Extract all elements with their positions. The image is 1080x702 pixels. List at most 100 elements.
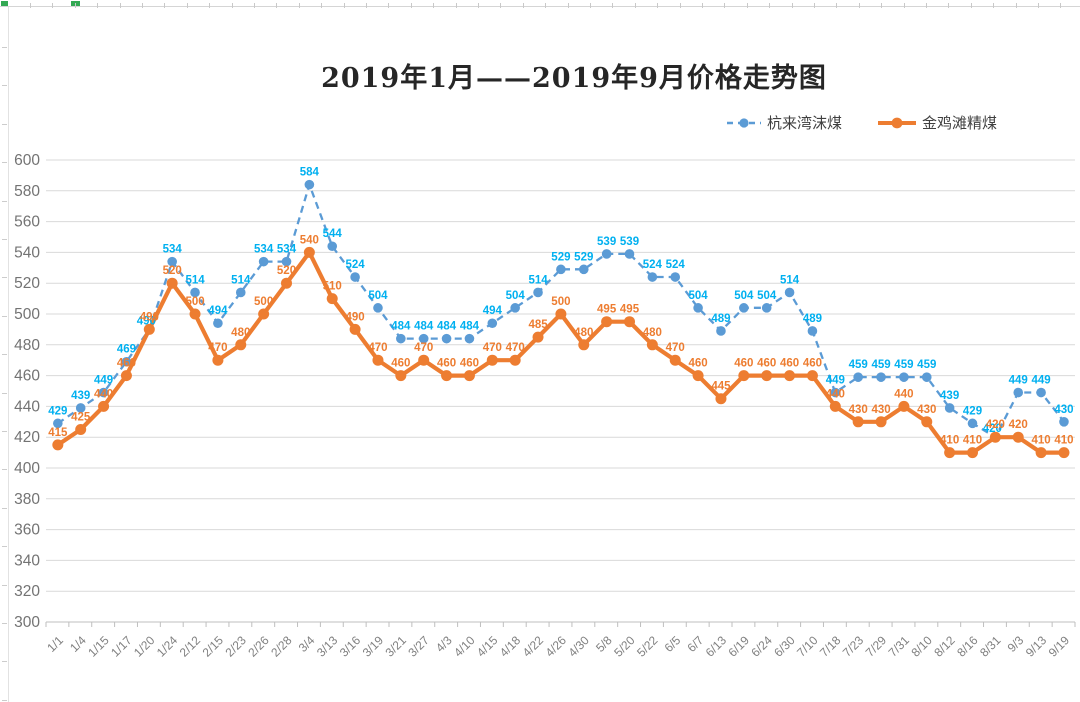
data-point-marker[interactable] (166, 277, 178, 289)
data-point-marker[interactable] (120, 370, 132, 382)
data-point-marker[interactable] (373, 303, 383, 313)
data-point-marker[interactable] (167, 256, 177, 267)
data-point-marker[interactable] (875, 416, 887, 428)
data-point-marker[interactable] (784, 287, 795, 298)
data-point-marker[interactable] (944, 403, 955, 413)
data-point-marker[interactable] (1035, 447, 1047, 459)
data-point-marker[interactable] (921, 416, 933, 428)
data-point-marker[interactable] (532, 331, 544, 343)
data-point-marker[interactable] (555, 308, 567, 320)
data-point-marker[interactable] (670, 272, 681, 282)
data-point-marker[interactable] (53, 418, 63, 429)
data-point-marker[interactable] (853, 372, 863, 382)
legend-item-hanglaiwan[interactable]: 杭来湾沫煤 (727, 112, 842, 133)
data-point-marker[interactable] (213, 318, 223, 329)
data-point-marker[interactable] (395, 370, 407, 382)
data-point-marker[interactable] (624, 316, 635, 328)
data-point-marker[interactable] (464, 333, 475, 344)
data-point-marker[interactable] (761, 370, 773, 382)
data-point-marker[interactable] (327, 241, 338, 252)
data-point-marker[interactable] (303, 246, 315, 258)
data-point-marker[interactable] (212, 354, 224, 366)
data-point-marker[interactable] (669, 354, 681, 366)
worksheet-row-tick (2, 661, 7, 663)
data-point-marker[interactable] (143, 323, 155, 335)
data-point-marker[interactable] (441, 333, 452, 344)
data-point-marker[interactable] (944, 447, 956, 459)
data-point-marker[interactable] (75, 403, 86, 413)
data-point-marker[interactable] (258, 256, 269, 267)
data-point-marker[interactable] (1036, 387, 1046, 398)
data-point-marker[interactable] (647, 272, 658, 282)
data-point-marker[interactable] (372, 354, 384, 366)
data-point-marker[interactable] (967, 418, 978, 429)
data-point-marker[interactable] (601, 249, 612, 259)
chart-canvas[interactable]: 2019年1月——2019年9月价格走势图 杭来湾沫煤 金鸡滩精煤 (9, 8, 1080, 702)
data-point-marker[interactable] (578, 339, 590, 351)
data-point-marker[interactable] (258, 308, 270, 320)
data-point-marker[interactable] (830, 387, 841, 398)
series-line-hanglaiwan[interactable] (57, 180, 1065, 439)
data-point-marker[interactable] (463, 370, 475, 382)
data-point-marker[interactable] (807, 326, 818, 336)
data-point-marker[interactable] (1058, 447, 1070, 459)
data-point-marker[interactable] (715, 393, 727, 405)
data-point-marker[interactable] (852, 416, 864, 428)
data-point-marker[interactable] (281, 277, 292, 289)
legend-item-jinjitan[interactable]: 金鸡滩精煤 (878, 112, 997, 133)
data-point-marker[interactable] (899, 372, 909, 382)
data-point-marker[interactable] (52, 439, 64, 451)
data-point-marker[interactable] (921, 372, 932, 382)
data-point-marker[interactable] (486, 354, 498, 366)
data-point-marker[interactable] (784, 370, 796, 382)
data-point-marker[interactable] (396, 333, 406, 344)
data-point-marker[interactable] (418, 333, 429, 344)
data-point-marker[interactable] (646, 339, 658, 351)
data-point-marker[interactable] (1013, 387, 1024, 398)
data-point-marker[interactable] (349, 323, 361, 335)
svg-text:8/31: 8/31 (977, 633, 1004, 660)
data-point-marker[interactable] (326, 293, 338, 305)
data-point-marker[interactable] (738, 370, 750, 382)
data-point-marker[interactable] (98, 387, 109, 398)
data-point-marker[interactable] (121, 356, 132, 367)
data-point-marker[interactable] (350, 272, 360, 282)
data-point-marker[interactable] (304, 179, 315, 190)
data-point-marker[interactable] (441, 370, 453, 382)
data-point-marker[interactable] (75, 424, 87, 435)
data-point-marker[interactable] (761, 303, 772, 313)
data-point-marker[interactable] (418, 354, 430, 366)
data-point-marker[interactable] (556, 264, 566, 275)
data-point-marker[interactable] (624, 249, 635, 259)
data-point-marker[interactable] (693, 303, 703, 313)
data-point-marker[interactable] (189, 308, 201, 320)
data-point-marker[interactable] (487, 318, 498, 329)
data-point-marker[interactable] (876, 372, 886, 382)
data-point-marker[interactable] (829, 400, 841, 412)
data-point-label: 429 (48, 405, 67, 417)
data-point-marker[interactable] (281, 256, 292, 267)
data-point-marker[interactable] (1059, 417, 1069, 427)
series-markers-hanglaiwan[interactable] (53, 179, 1069, 443)
data-point-marker[interactable] (190, 287, 200, 298)
data-point-marker[interactable] (509, 354, 521, 366)
series-markers-jinjitan[interactable] (52, 246, 1070, 459)
data-point-marker[interactable] (806, 370, 818, 382)
data-point-marker[interactable] (1012, 431, 1024, 443)
data-point-marker[interactable] (967, 447, 978, 459)
data-point-marker[interactable] (716, 326, 726, 336)
x-axis-labels: 1/1 1/41/151/171/201/242/122/152/232/262/… (44, 633, 1072, 660)
data-point-marker[interactable] (989, 431, 1001, 443)
worksheet-column-tick (455, 3, 457, 8)
data-point-marker[interactable] (578, 264, 589, 275)
data-point-marker[interactable] (692, 370, 704, 382)
data-point-marker[interactable] (235, 339, 247, 351)
data-point-marker[interactable] (739, 303, 749, 313)
data-point-marker[interactable] (533, 287, 543, 298)
data-point-marker[interactable] (235, 287, 246, 298)
data-point-marker[interactable] (98, 400, 110, 412)
data-point-marker[interactable] (601, 316, 613, 328)
data-point-marker[interactable] (898, 400, 910, 412)
data-point-marker[interactable] (510, 303, 520, 313)
